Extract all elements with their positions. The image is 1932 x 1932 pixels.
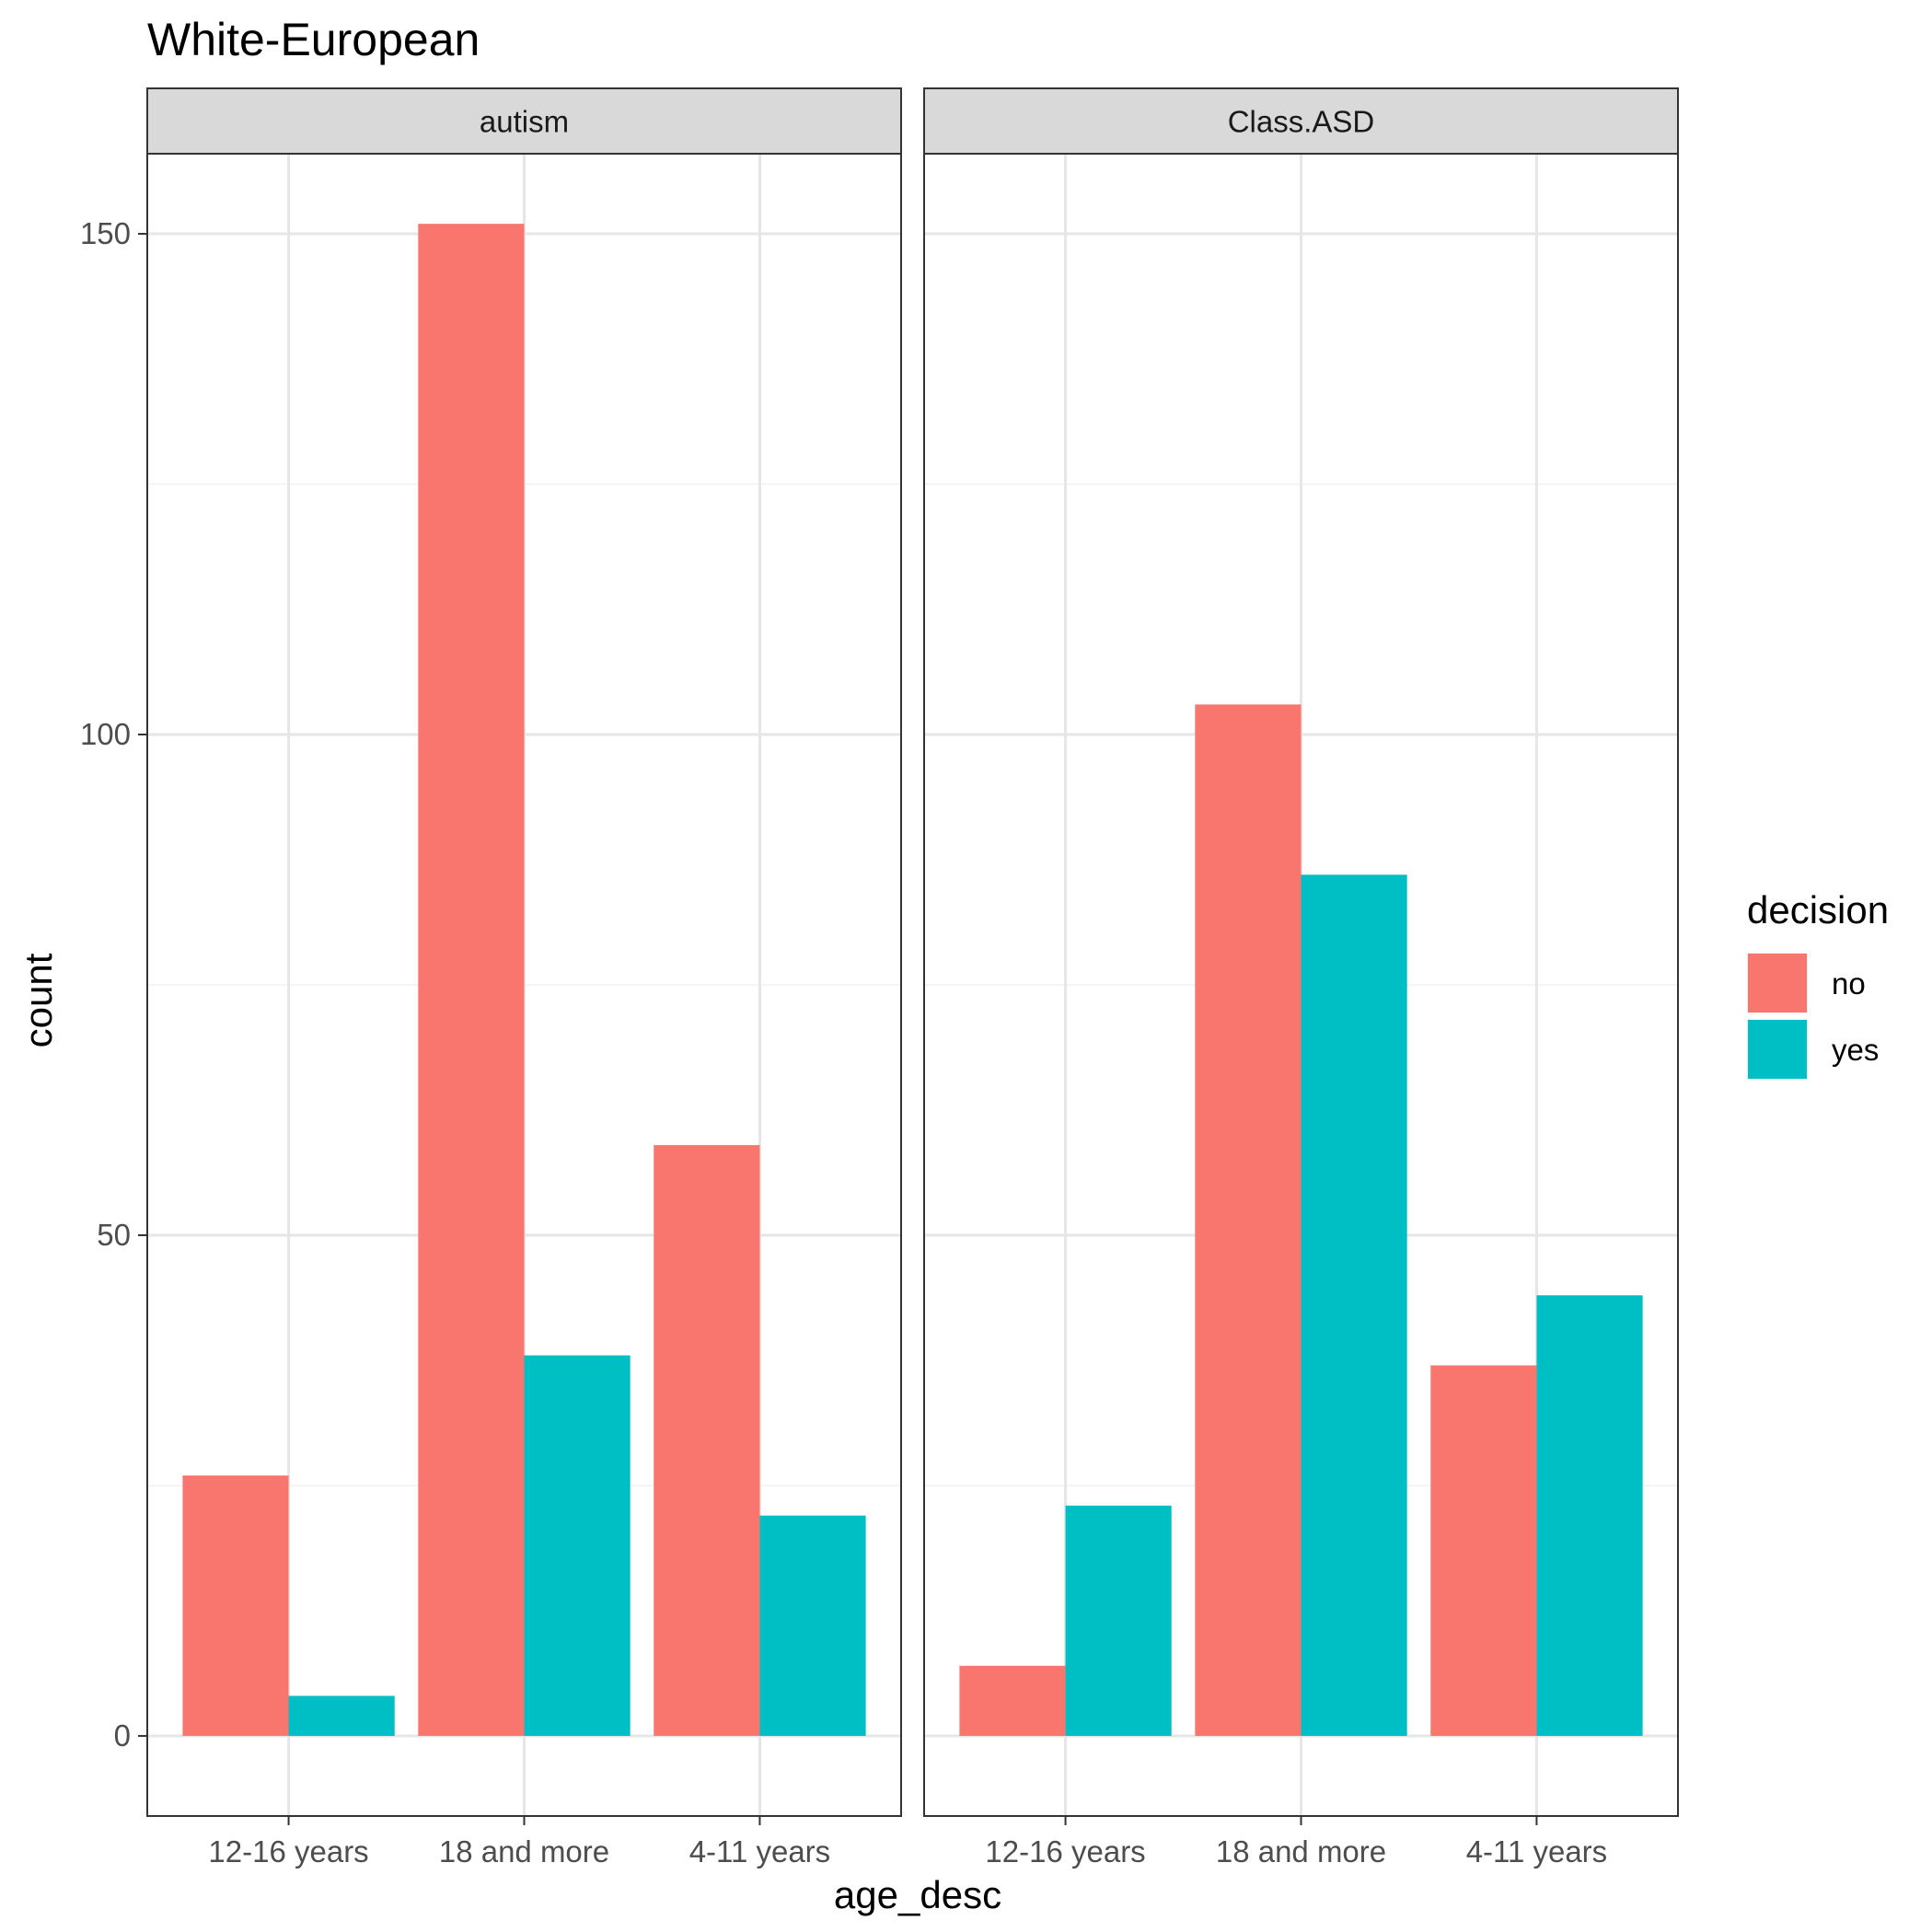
legend: decision no yes <box>1747 888 1889 1080</box>
x-tick-label: 18 and more <box>439 1834 609 1868</box>
bar-Class.ASD-no-1 <box>1195 704 1301 1736</box>
legend-key-yes <box>1748 1020 1807 1079</box>
facet-strip-label: Class.ASD <box>1228 105 1375 139</box>
facet-panels: autism 12-16 years 18 and more 4-11 years 0 5… <box>80 87 1679 1868</box>
x-tick-label: 12-16 years <box>985 1834 1145 1868</box>
bar-autism-yes-0 <box>288 1695 395 1736</box>
legend-key-no <box>1748 954 1807 1012</box>
x-tick-label: 4-11 years <box>1466 1834 1607 1868</box>
facet-panel-1: Class.ASD 12-16 years 18 and more 4-11 year… <box>923 87 1679 1868</box>
bar-autism-yes-2 <box>759 1515 866 1736</box>
x-tick-label: 18 and more <box>1216 1834 1386 1868</box>
x-axis-label: age_desc <box>834 1873 1001 1916</box>
y-tick-label: 100 <box>80 717 131 751</box>
legend-label-no: no <box>1832 966 1866 1001</box>
y-tick-label: 0 <box>114 1718 131 1753</box>
legend-title: decision <box>1747 888 1889 931</box>
x-tick-label: 12-16 years <box>208 1834 368 1868</box>
facet-panel-0: autism 12-16 years 18 and more 4-11 years 0 5… <box>80 87 902 1868</box>
bar-autism-no-1 <box>418 224 525 1736</box>
bar-Class.ASD-no-2 <box>1430 1365 1537 1736</box>
bar-autism-yes-1 <box>524 1355 631 1736</box>
bar-Class.ASD-no-0 <box>959 1665 1066 1736</box>
y-axis-label: count <box>17 953 60 1047</box>
y-tick-label: 150 <box>80 216 131 250</box>
bar-Class.ASD-yes-0 <box>1065 1505 1172 1736</box>
facet-strip <box>146 87 902 155</box>
x-tick-label: 4-11 years <box>689 1834 830 1868</box>
chart-title: White-European <box>147 14 480 65</box>
bar-autism-no-0 <box>182 1475 289 1736</box>
y-tick-label: 50 <box>97 1218 131 1252</box>
bar-Class.ASD-yes-2 <box>1536 1295 1643 1736</box>
facet-strip <box>923 87 1679 155</box>
bar-Class.ASD-yes-1 <box>1301 874 1407 1736</box>
facet-strip-label: autism <box>480 105 569 139</box>
legend-label-yes: yes <box>1832 1033 1879 1067</box>
bar-autism-no-2 <box>654 1145 760 1736</box>
